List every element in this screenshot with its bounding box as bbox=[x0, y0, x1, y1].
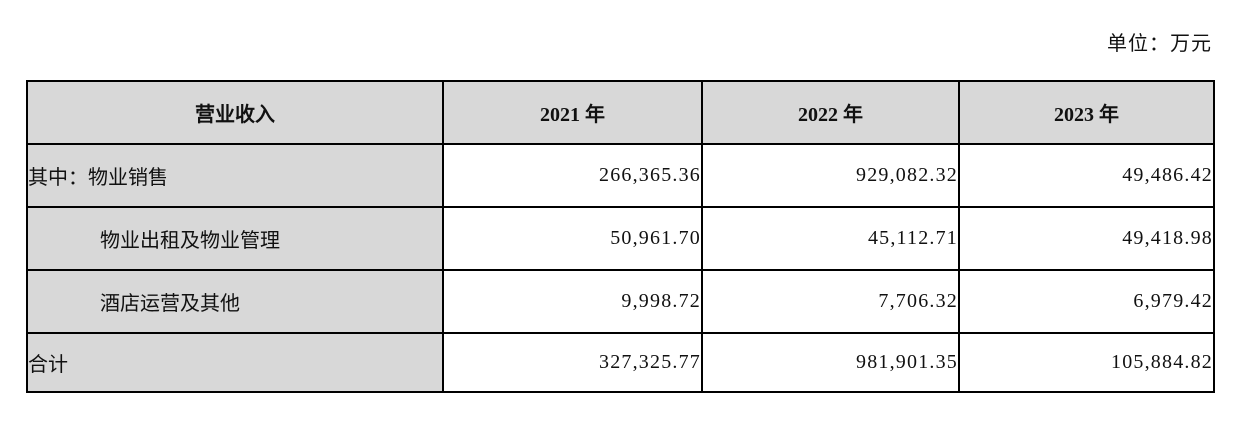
cell-property-sales-2022: 929,082.32 bbox=[701, 143, 960, 208]
cell-hotel-operations-2021: 9,998.72 bbox=[442, 269, 703, 334]
cell-hotel-operations-2022: 7,706.32 bbox=[701, 269, 960, 334]
row-label-property-leasing: 物业出租及物业管理 bbox=[26, 206, 444, 271]
table-row-hotel-operations: 酒店运营及其他 9,998.72 7,706.32 6,979.42 bbox=[26, 269, 1215, 334]
cell-property-sales-2021: 266,365.36 bbox=[442, 143, 703, 208]
cell-property-sales-2023: 49,486.42 bbox=[958, 143, 1215, 208]
cell-total-2022: 981,901.35 bbox=[701, 332, 960, 393]
header-cell-2021: 2021 年 bbox=[442, 80, 703, 145]
header-cell-2022: 2022 年 bbox=[701, 80, 960, 145]
cell-property-leasing-2022: 45,112.71 bbox=[701, 206, 960, 271]
cell-total-2023: 105,884.82 bbox=[958, 332, 1215, 393]
table-row-property-sales: 其中：物业销售 266,365.36 929,082.32 49,486.42 bbox=[26, 143, 1215, 208]
cell-property-leasing-2023: 49,418.98 bbox=[958, 206, 1215, 271]
header-cell-revenue: 营业收入 bbox=[26, 80, 444, 145]
row-label-hotel-operations: 酒店运营及其他 bbox=[26, 269, 444, 334]
unit-label: 单位：万元 bbox=[1107, 33, 1212, 55]
cell-hotel-operations-2023: 6,979.42 bbox=[958, 269, 1215, 334]
revenue-table: 营业收入 2021 年 2022 年 2023 年 其中：物业销售 266,36… bbox=[26, 80, 1215, 393]
table-header-row: 营业收入 2021 年 2022 年 2023 年 bbox=[26, 80, 1215, 145]
table-row-property-leasing: 物业出租及物业管理 50,961.70 45,112.71 49,418.98 bbox=[26, 206, 1215, 271]
row-label-total: 合计 bbox=[26, 332, 444, 393]
table-row-total: 合计 327,325.77 981,901.35 105,884.82 bbox=[26, 332, 1215, 393]
cell-total-2021: 327,325.77 bbox=[442, 332, 703, 393]
row-label-property-sales: 其中：物业销售 bbox=[26, 143, 444, 208]
header-cell-2023: 2023 年 bbox=[958, 80, 1215, 145]
cell-property-leasing-2021: 50,961.70 bbox=[442, 206, 703, 271]
